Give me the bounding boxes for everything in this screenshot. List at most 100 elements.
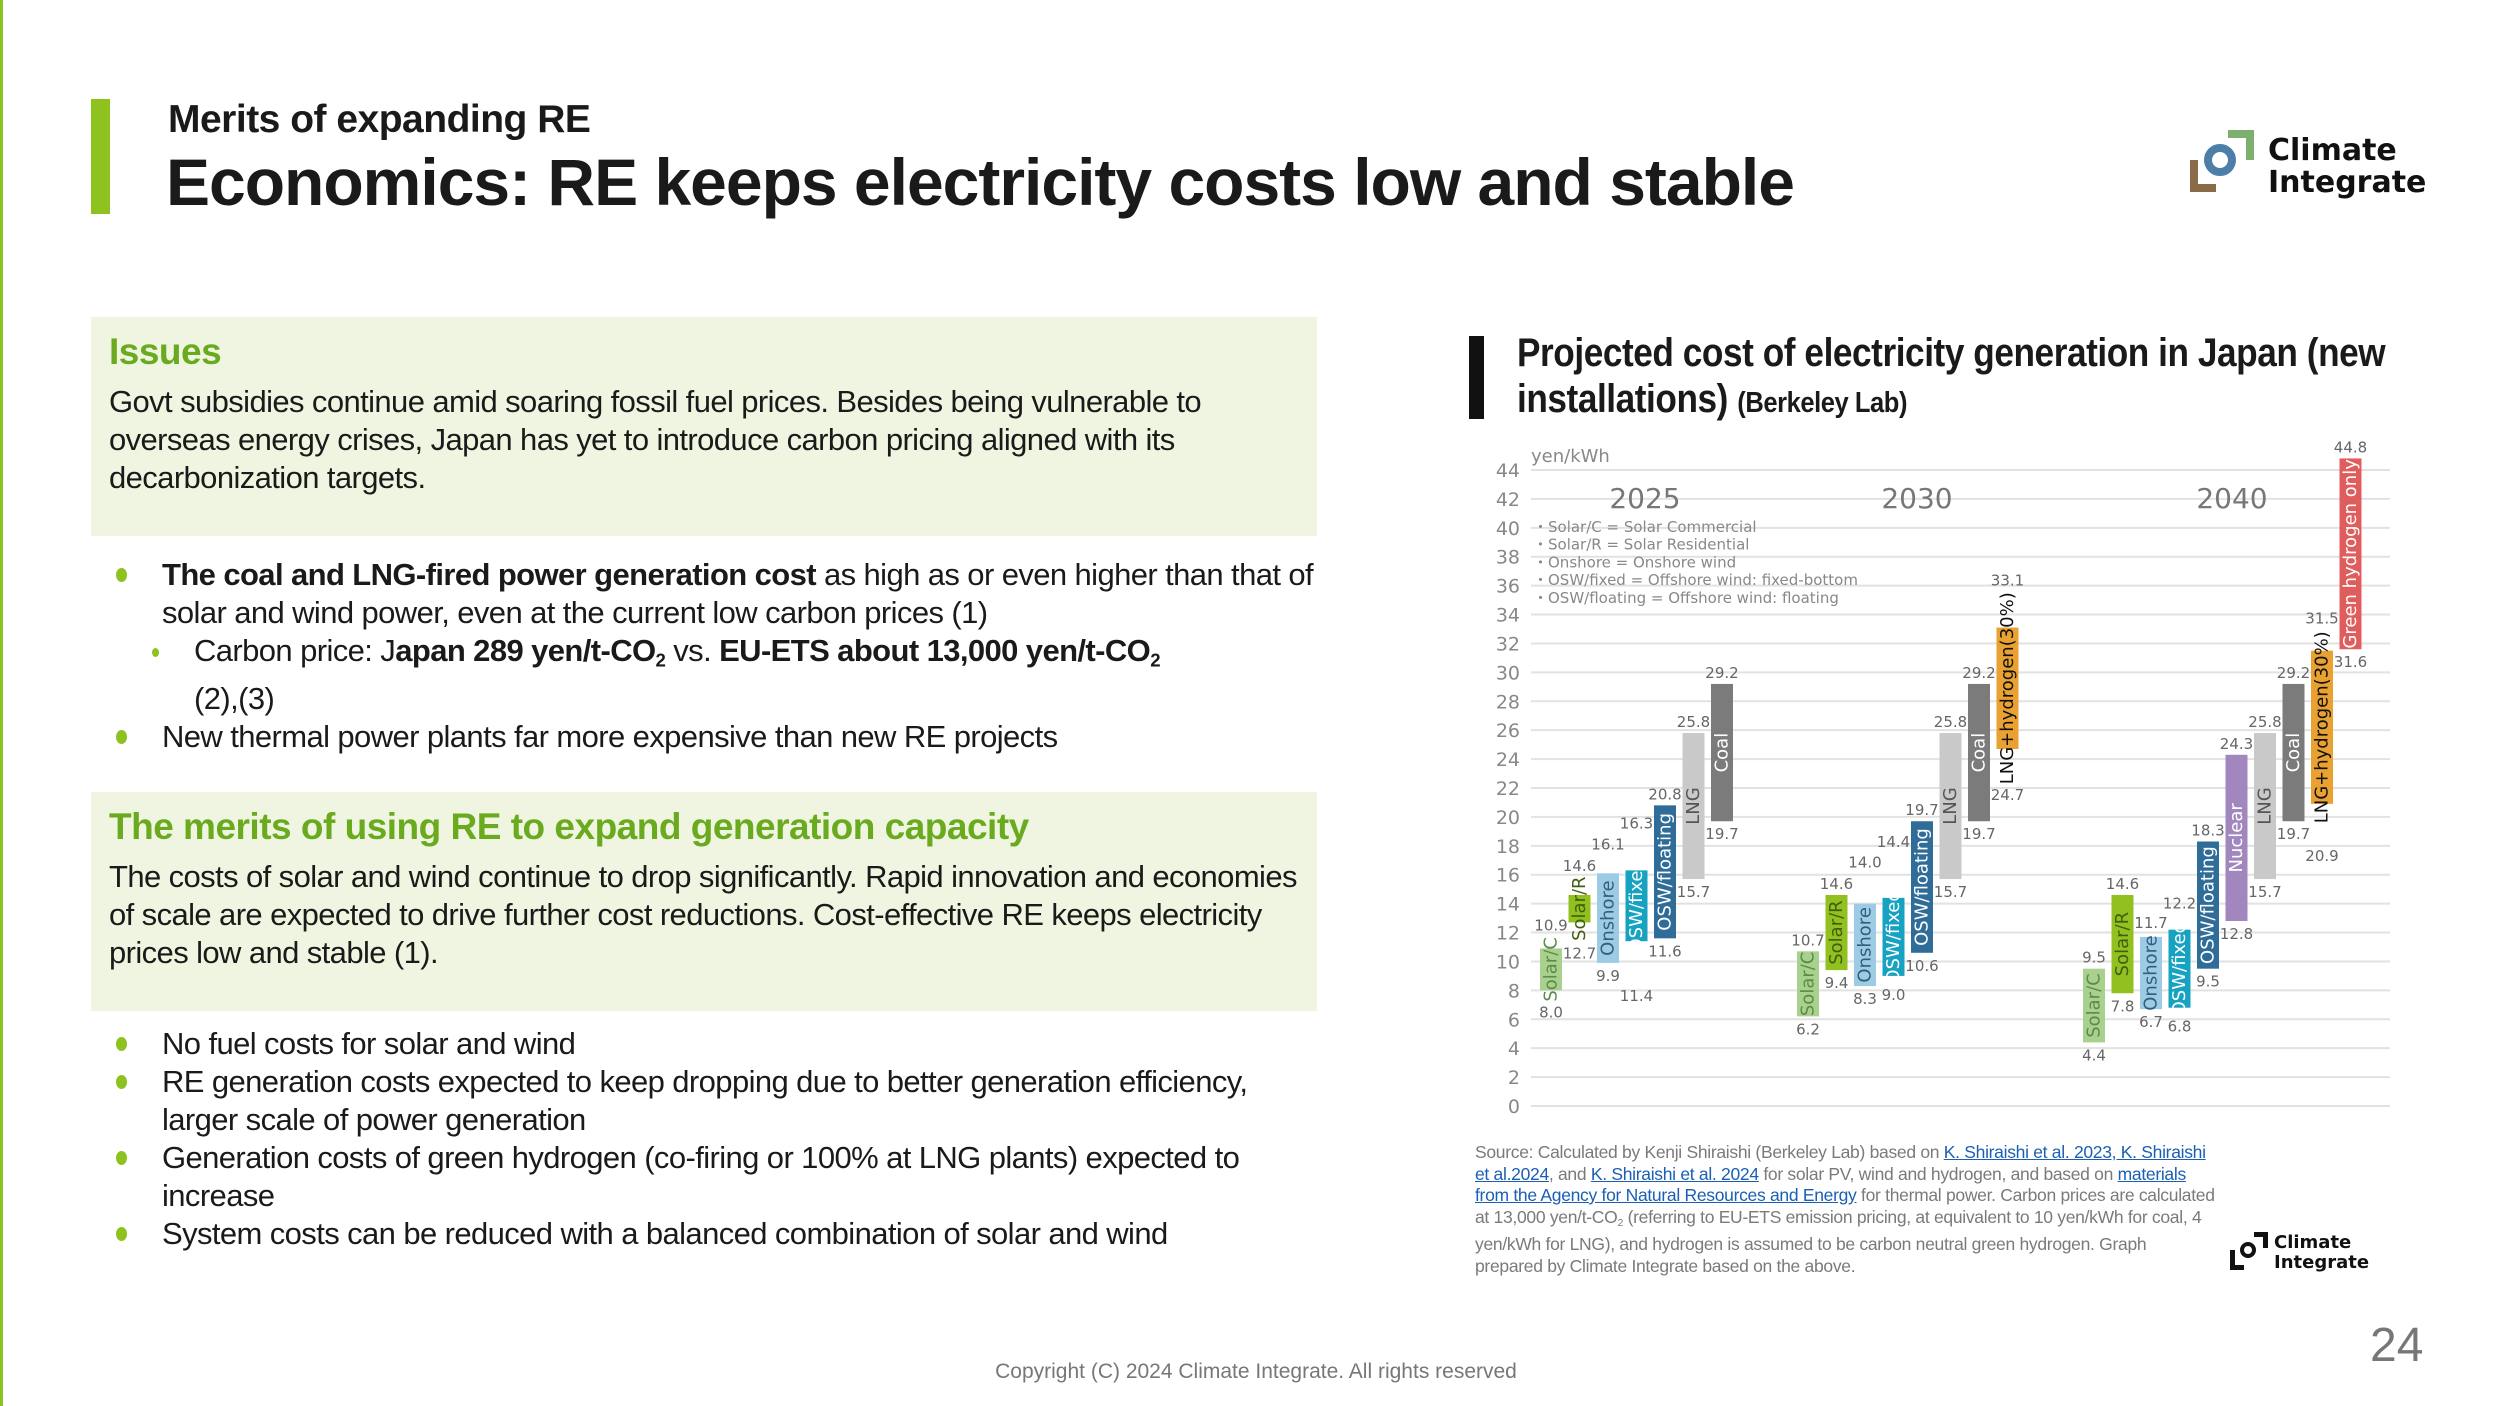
bar-2040-lng-hydrogen-30-	[2311, 650, 2333, 804]
page-number: 24	[2370, 1319, 2424, 1372]
subscript: 2	[1150, 649, 1160, 671]
y-tick-label: 44	[1496, 460, 1520, 482]
bullet-text: System costs can be reduced with a balan…	[162, 1216, 1168, 1251]
bar-label: OSW/fixed	[1883, 890, 1904, 983]
bar-label: LNG+hydrogen(30%)	[2312, 631, 2333, 823]
bar-2040-coal	[2282, 683, 2305, 822]
data-label-high: 25.8	[1677, 713, 1710, 731]
subscript: 2	[655, 649, 666, 671]
svg-text:Climate: Climate	[2268, 133, 2397, 168]
y-tick-label: 8	[1508, 980, 1520, 1002]
legend-note: ・Solar/C = Solar Commercial	[1533, 518, 1757, 536]
data-label-low: 24.7	[1991, 786, 2024, 804]
bar-2040-osw-floating	[2197, 841, 2219, 969]
y-tick-label: 0	[1508, 1096, 1520, 1118]
bar-2025-lng	[1682, 733, 1705, 880]
y-tick-label: 38	[1496, 547, 1520, 569]
bullet-icon	[152, 648, 159, 657]
data-label-low: 11.4	[1620, 987, 1653, 1005]
list-item: RE generation costs expected to keep dro…	[112, 1063, 1317, 1139]
bar-label: OSW/floating	[2198, 846, 2219, 964]
bar-label: Solar/C	[2084, 973, 2105, 1038]
data-label-low: 19.7	[2277, 825, 2310, 843]
data-label-low: 4.4	[2082, 1046, 2106, 1064]
bar-label: OSW/fixed	[1626, 859, 1647, 952]
bar-label: Onshore	[1598, 880, 1619, 955]
subscript: 2	[1617, 1216, 1624, 1229]
data-label-low: 10.6	[1905, 957, 1938, 975]
data-label-low: 31.6	[2334, 653, 2367, 671]
y-tick-label: 10	[1496, 951, 1520, 973]
data-label-low: 8.0	[1539, 1003, 1563, 1021]
svg-text:Climate: Climate	[2274, 1232, 2351, 1253]
data-label-low: 12.7	[1563, 944, 1596, 962]
bar-label: Onshore	[2141, 935, 2162, 1010]
data-label-low: 20.9	[2305, 847, 2338, 865]
y-tick-label: 22	[1496, 778, 1520, 800]
source-link-shiraishi-2024[interactable]: K. Shiraishi et al. 2024	[1590, 1163, 1759, 1184]
bullet-bold-text: The coal and LNG-fired power generation …	[162, 557, 817, 592]
cost-range-chart: 0246810121416182022242628303234363840424…	[1496, 440, 2390, 1118]
bar-label: LNG+hydrogen(30%)	[1997, 592, 2018, 784]
merits-box: The merits of using RE to expand generat…	[91, 792, 1317, 1011]
data-label-high: 10.7	[1791, 931, 1824, 949]
legend-note: ・OSW/floating = Offshore wind: floating	[1533, 589, 1839, 607]
bar-label: LNG	[2255, 787, 2276, 824]
bullet-text: New thermal power plants far more expens…	[162, 718, 1058, 754]
bar-label: Solar/R	[1826, 900, 1847, 964]
bullet-bold-text: EU-ETS about 13,000 yen/t-CO	[719, 633, 1151, 668]
y-tick-label: 12	[1496, 923, 1520, 945]
y-tick-label: 2	[1508, 1067, 1520, 1089]
source-link-anre[interactable]: materials from the Agency for Natural Re…	[1475, 1163, 2186, 1206]
data-label-low: 6.7	[2139, 1013, 2163, 1031]
data-label-low: 6.2	[1796, 1020, 1820, 1038]
climate-integrate-small-logo: Climate Integrate	[2230, 1232, 2369, 1273]
list-item: Carbon price: Japan 289 yen/t-CO2 vs. EU…	[112, 632, 1317, 718]
slide-title: Economics: RE keeps electricity costs lo…	[166, 145, 1795, 219]
bullet-text: (2),(3)	[194, 680, 275, 716]
bullet-text: vs.	[665, 633, 720, 668]
bullet-bold-text: apan 289 yen/t-CO	[395, 633, 656, 668]
data-label-high: 24.3	[2220, 735, 2253, 753]
y-axis-label: yen/kWh	[1531, 446, 1610, 467]
y-tick-label: 6	[1508, 1009, 1520, 1031]
data-label-low: 19.7	[1962, 825, 1995, 843]
data-label-low: 9.9	[1596, 967, 1620, 985]
bar-2025-coal	[1711, 683, 1733, 822]
bar-2030-lng	[1939, 733, 1962, 880]
bar-2040-solar-c	[2083, 968, 2105, 1043]
data-label-low: 19.7	[1705, 825, 1738, 843]
bar-label: LNG	[1940, 787, 1961, 824]
bullet-icon	[116, 1227, 127, 1241]
data-label-high: 31.5	[2305, 610, 2338, 628]
bar-2025-solar-r	[1568, 894, 1591, 923]
data-label-high: 29.2	[1705, 664, 1738, 682]
data-label-low: 9.5	[2196, 973, 2220, 991]
data-label-high: 25.8	[2248, 713, 2281, 731]
bullet-icon	[116, 729, 127, 744]
year-label-2040: 2040	[2196, 482, 2267, 515]
y-tick-label: 42	[1496, 489, 1520, 511]
bar-label: OSW/floating	[1912, 828, 1933, 946]
bar-2030-solar-r	[1825, 894, 1848, 971]
data-label-low: 8.3	[1853, 990, 1877, 1008]
issues-body: Govt subsidies continue amid soaring fos…	[109, 384, 1202, 495]
data-label-high: 11.7	[2134, 914, 2167, 932]
data-label-low: 15.7	[1677, 883, 1710, 901]
y-tick-label: 20	[1496, 807, 1520, 829]
data-label-high: 18.3	[2191, 821, 2224, 839]
bar-2040-osw-fixed	[2168, 929, 2191, 1008]
y-tick-label: 40	[1496, 518, 1520, 540]
data-label-low: 12.8	[2220, 925, 2253, 943]
y-tick-label: 24	[1496, 749, 1520, 771]
bar-2030-osw-floating	[1911, 821, 1933, 953]
bar-2030-solar-c	[1797, 951, 1819, 1017]
data-label-low: 7.8	[2111, 997, 2135, 1015]
data-label-high: 20.8	[1648, 785, 1681, 803]
data-label-high: 14.0	[1848, 854, 1881, 872]
data-label-high: 14.6	[1820, 875, 1853, 893]
source-link-shiraishi-2023[interactable]: K. Shiraishi et al. 2023, K. Shiraishi e…	[1475, 1142, 2206, 1184]
list-item: New thermal power plants far more expens…	[112, 718, 1317, 756]
merits-bullet-list: No fuel costs for solar and wind RE gene…	[112, 1025, 1317, 1253]
bar-label: Nuclear	[2226, 803, 2247, 873]
